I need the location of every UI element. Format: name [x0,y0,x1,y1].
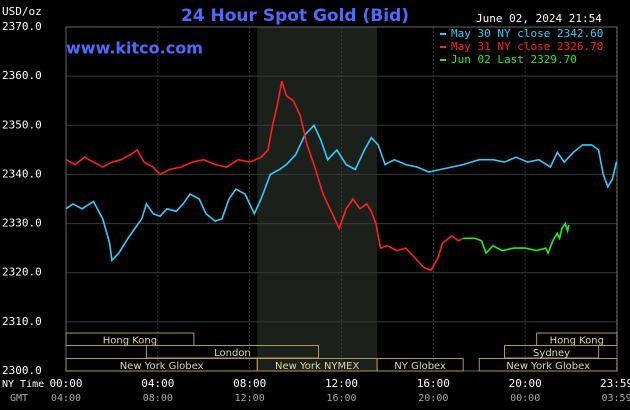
session-label: New York NYMEX [275,361,360,372]
session-label: London [214,348,251,359]
session-label: Hong Kong [103,335,157,346]
x-row-label: NY Time [2,379,44,390]
legend-label: Jun 02 Last 2329.70 [451,53,577,66]
chart-title: 24 Hour Spot Gold (Bid) [181,6,409,26]
x-tick-label: 04:00 [141,377,174,390]
session-label: New York Globex [506,361,590,372]
x-tick-label: 12:00 [325,377,358,390]
y-tick-label: 2360.0 [2,69,42,82]
x2-row-label: GMT [10,393,28,404]
y-tick-label: 2300.0 [2,364,42,377]
x-tick-label: 16:00 [417,377,450,390]
shaded-region [257,27,378,371]
x2-tick-label: 04:00 [51,393,81,404]
series-line [463,221,570,256]
site-label: www.kitco.com [66,39,203,58]
session-box [65,332,195,346]
x2-tick-label: 08:00 [143,393,173,404]
session-label: Hong Kong [550,335,604,346]
x-tick-label: 08:00 [233,377,266,390]
session-label: NY Globex [394,361,446,372]
x-tick-label: 23:59 [600,377,630,390]
session-label: Sydney [533,348,570,359]
session-box [376,358,464,372]
x2-tick-label: 00:00 [510,393,540,404]
session-box [478,358,618,372]
x-tick-label: 20:00 [509,377,542,390]
session-label: New York Globex [120,361,204,372]
x2-tick-label: 03:59 [601,393,630,404]
y-tick-label: 2320.0 [2,266,42,279]
x-tick-label: 00:00 [49,377,82,390]
series-line [65,80,464,272]
legend-label: May 31 NY close 2326.70 [451,40,603,53]
x2-tick-label: 20:00 [418,393,448,404]
y-axis-label: USD/oz [2,5,42,18]
series-line [65,123,618,263]
x2-tick-label: 12:00 [235,393,265,404]
x2-tick-label: 16:00 [326,393,356,404]
timestamp: June 02, 2024 21:54 [476,12,602,25]
y-tick-label: 2310.0 [2,315,42,328]
y-tick-label: 2340.0 [2,167,42,180]
y-tick-label: 2370.0 [2,20,42,33]
legend-label: May 30 NY close 2342.60 [451,27,603,40]
y-tick-label: 2330.0 [2,217,42,230]
y-tick-label: 2350.0 [2,118,42,131]
